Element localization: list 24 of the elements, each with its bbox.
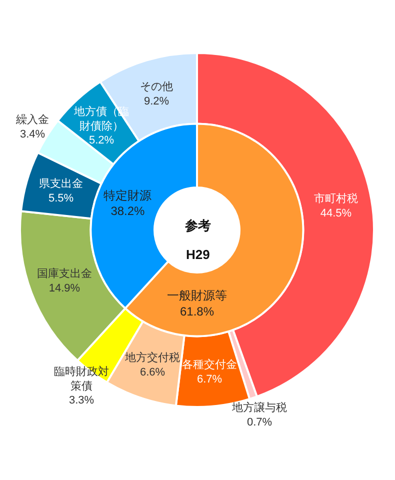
slice-label: 県支出金 [39, 177, 83, 190]
data-label: 3.4% [20, 128, 46, 140]
data-label: 6.7% [196, 373, 222, 386]
slice-label: 国庫支出金 [37, 267, 92, 280]
data-label: 5.2% [88, 134, 114, 147]
data-label: 38.2% [110, 204, 146, 218]
slice-label: 繰入金 [15, 113, 49, 126]
slice-label: 各種交付金 [182, 358, 237, 371]
slice-label: 特定財源 [104, 188, 152, 202]
text: H29 [186, 247, 210, 262]
slice-label: 地方交付税 [124, 351, 180, 364]
slice-label: 市町村税 [314, 192, 358, 205]
slice-label: 地方譲与税 [231, 401, 287, 414]
data-label: 44.5% [320, 207, 352, 220]
data-label: 14.9% [48, 282, 80, 294]
data-label: 9.2% [144, 95, 170, 108]
data-label: 5.5% [48, 192, 74, 204]
data-label: 61.8% [180, 304, 214, 318]
data-label: 0.7% [246, 416, 272, 428]
text: 参考 [184, 218, 211, 233]
data-label: 3.3% [68, 394, 94, 407]
slice-label: その他 [140, 81, 173, 93]
data-label: 6.6% [140, 366, 166, 378]
slice-label: 一般財源等 [167, 288, 227, 303]
